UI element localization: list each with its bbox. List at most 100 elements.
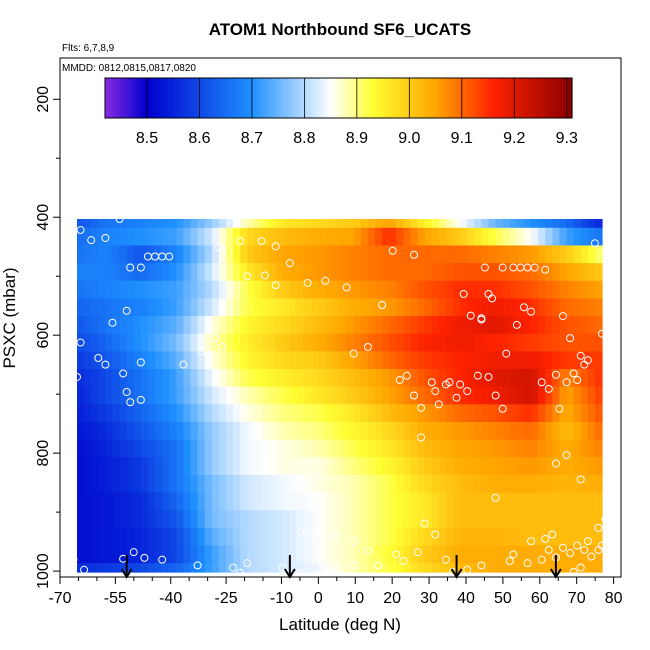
heatmap-cell [488, 439, 497, 458]
colorbar-segment [221, 78, 227, 118]
heatmap-cell [509, 421, 518, 441]
heatmap-cell [389, 298, 397, 317]
heatmap-cell [240, 527, 248, 547]
heatmap-cell [296, 219, 305, 229]
heatmap-cell [84, 280, 92, 300]
heatmap-cell [580, 545, 589, 564]
heatmap-cell [531, 492, 539, 511]
heatmap-cell [275, 421, 284, 441]
heatmap-cell [254, 386, 263, 405]
heatmap-cell [531, 280, 539, 300]
heatmap-cell [261, 439, 270, 458]
heatmap-cell [318, 245, 326, 264]
heatmap-cell [268, 263, 277, 282]
heatmap-cell [573, 492, 582, 511]
heatmap-cell [155, 219, 163, 229]
heatmap-cell [162, 492, 170, 511]
heatmap-cell [523, 404, 532, 423]
heatmap-cell [403, 545, 412, 564]
heatmap-cell [353, 333, 362, 352]
heatmap-cell [155, 386, 163, 405]
heatmap-cell [296, 386, 305, 405]
colorbar-segment [194, 78, 199, 118]
heatmap-cell [176, 563, 185, 573]
colorbar-segment [416, 78, 421, 118]
heatmap-cell [147, 421, 156, 441]
heatmap-cell [275, 333, 284, 352]
heatmap-cell [346, 474, 355, 494]
heatmap-cell [467, 510, 475, 529]
heatmap-cell [559, 545, 568, 564]
heatmap-cell [325, 219, 334, 229]
heatmap-cell [247, 263, 255, 282]
heatmap-cell [445, 227, 454, 247]
heatmap-cell [431, 439, 440, 458]
heatmap-cell [431, 351, 440, 370]
heatmap-cell [509, 474, 518, 494]
heatmap-cell [211, 316, 220, 335]
heatmap-cell [495, 474, 504, 494]
heatmap-cell [318, 219, 326, 229]
heatmap-cell [155, 545, 163, 564]
heatmap-cell [559, 316, 568, 335]
heatmap-cell [105, 474, 114, 494]
heatmap-cell [84, 333, 92, 352]
heatmap-cell [374, 316, 383, 335]
heatmap-cell [467, 333, 475, 352]
heatmap-cell [147, 219, 156, 229]
heatmap-cell [545, 280, 553, 300]
heatmap-cell [254, 563, 263, 573]
heatmap-cell [445, 280, 454, 300]
colorbar-segment [482, 78, 487, 118]
heatmap-cell [474, 563, 482, 573]
heatmap-cell [332, 263, 341, 282]
heatmap-cell [112, 280, 121, 300]
heatmap-cell [438, 510, 447, 529]
heatmap-cell [282, 545, 291, 564]
heatmap-cell [346, 404, 355, 423]
heatmap-cell [155, 404, 163, 423]
observation-point [598, 541, 606, 550]
heatmap-cell [218, 369, 227, 388]
observation-point [466, 311, 475, 320]
heatmap-cell [162, 457, 170, 476]
heatmap-cell [240, 492, 248, 511]
heatmap-cell [531, 227, 539, 247]
heatmap-cell [126, 298, 135, 317]
heatmap-cell [261, 245, 270, 264]
heatmap-cell [162, 219, 170, 229]
heatmap-cell [197, 351, 206, 370]
heatmap-cell [275, 351, 284, 370]
colorbar-segment [490, 78, 495, 118]
heatmap-cell [580, 404, 589, 423]
flights-annotation: Flts: 6,7,8,9 [62, 43, 115, 54]
heatmap-cell [531, 245, 539, 264]
observation-point [165, 252, 174, 261]
heatmap-cell [204, 351, 213, 370]
heatmap-cell [233, 421, 241, 441]
heatmap-cell [460, 474, 468, 494]
heatmap-cell [502, 545, 511, 564]
heatmap-cell [410, 316, 419, 335]
heatmap-cell [325, 510, 334, 529]
heatmap-cell [453, 351, 461, 370]
heatmap-cell [105, 404, 114, 423]
heatmap-cell [438, 563, 447, 573]
heatmap-cell [240, 316, 248, 335]
heatmap-cell [580, 369, 589, 388]
heatmap-cell [147, 510, 156, 529]
heatmap-cell [225, 333, 234, 352]
heatmap-cell [311, 563, 319, 573]
heatmap-cell [304, 404, 312, 423]
heatmap-cell [374, 351, 383, 370]
colorbar-segment [389, 78, 394, 118]
heatmap-cell [594, 219, 603, 229]
colorbar-segment [540, 78, 546, 118]
observation-point [179, 360, 188, 369]
heatmap-cell [176, 457, 185, 476]
observation-point [601, 515, 610, 524]
observation-point [399, 556, 408, 565]
heatmap-cell [140, 298, 149, 317]
heatmap-cell [360, 404, 369, 423]
observation-point [431, 387, 440, 396]
